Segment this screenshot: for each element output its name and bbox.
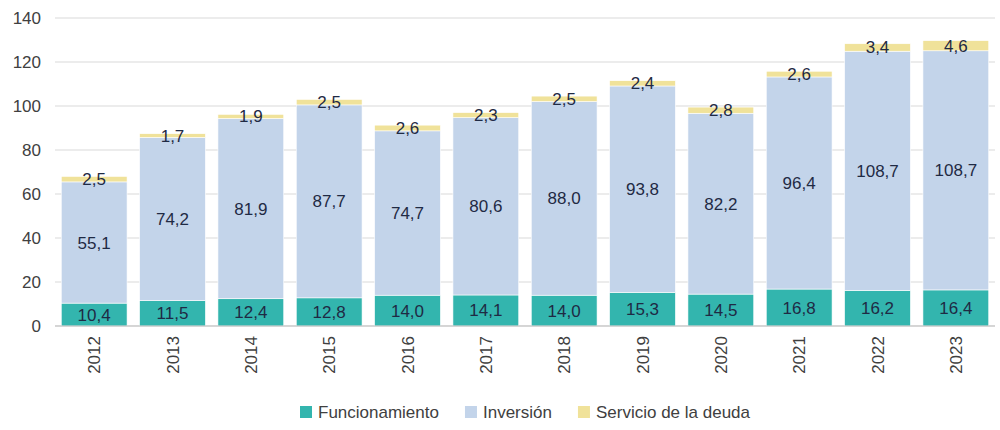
x-tick-label: 2021 xyxy=(790,336,809,374)
y-tick-label: 80 xyxy=(22,141,41,160)
data-labels: 10,4 11,5 12,4 12,8 14,0 14,1 14,0 15,3 14,5 16,8… xyxy=(78,37,977,325)
bar-segment xyxy=(688,294,754,326)
bar-segment xyxy=(296,105,362,298)
y-tick-label: 60 xyxy=(22,185,41,204)
legend-label: Inversión xyxy=(483,403,552,422)
data-label: 74,2 xyxy=(156,210,189,229)
data-label: 74,7 xyxy=(391,204,424,223)
data-label: 14,5 xyxy=(704,301,737,320)
data-label: 93,8 xyxy=(626,180,659,199)
bar-segment xyxy=(531,102,597,296)
x-tick-label: 2020 xyxy=(712,336,731,374)
grid-line xyxy=(55,18,995,19)
data-label: 4,6 xyxy=(944,37,968,56)
bar-segment xyxy=(845,51,911,290)
data-label: 96,4 xyxy=(783,174,816,193)
bar-segment xyxy=(218,299,284,326)
data-label: 15,3 xyxy=(626,300,659,319)
data-label: 2,5 xyxy=(552,90,576,109)
data-label: 1,9 xyxy=(239,107,263,126)
legend-swatch xyxy=(465,406,477,418)
bar-segment xyxy=(375,131,441,295)
bar-segment xyxy=(140,137,206,300)
bar-segment xyxy=(140,301,206,326)
data-label: 16,8 xyxy=(783,299,816,318)
bar-segment xyxy=(61,303,127,326)
data-label: 87,7 xyxy=(313,192,346,211)
y-tick-label: 140 xyxy=(13,9,41,28)
x-tick-label: 2013 xyxy=(164,336,183,374)
x-tick-label: 2022 xyxy=(869,336,888,374)
data-label: 88,0 xyxy=(548,189,581,208)
bars xyxy=(61,41,988,326)
data-label: 2,6 xyxy=(787,65,811,84)
bar-segment xyxy=(610,86,676,292)
bar-segment xyxy=(453,118,519,295)
data-label: 16,2 xyxy=(861,299,894,318)
bar-segment xyxy=(923,51,989,290)
data-label: 2,3 xyxy=(474,106,498,125)
bar-segment xyxy=(61,182,127,303)
data-label: 108,7 xyxy=(856,162,899,181)
bar-segment xyxy=(766,77,832,289)
data-label: 81,9 xyxy=(234,200,267,219)
data-label: 12,4 xyxy=(234,303,267,322)
bar-segment xyxy=(375,295,441,326)
grid-line xyxy=(55,326,995,327)
chart: 0 20 40 60 80 100 120 140 10,4 11,5 12,4 12,8 14,0 14… xyxy=(0,0,1000,430)
legend-label: Servicio de la deuda xyxy=(596,403,751,422)
data-label: 14,1 xyxy=(469,301,502,320)
bar-segment xyxy=(218,119,284,299)
data-label: 3,4 xyxy=(866,38,890,57)
bar-segment xyxy=(610,292,676,326)
data-label: 11,5 xyxy=(157,304,189,323)
data-label: 16,4 xyxy=(939,299,972,318)
x-tick-label: 2015 xyxy=(320,336,339,374)
data-label: 2,5 xyxy=(317,93,341,112)
grid xyxy=(55,18,995,326)
data-label: 2,4 xyxy=(631,74,655,93)
data-label: 2,6 xyxy=(396,119,420,138)
bar-segment xyxy=(296,298,362,326)
legend: Funcionamiento Inversión Servicio de la de… xyxy=(300,403,751,422)
y-tick-label: 40 xyxy=(22,229,41,248)
x-axis xyxy=(55,326,995,327)
data-label: 108,7 xyxy=(935,161,978,180)
y-tick-label: 20 xyxy=(22,273,41,292)
legend-swatch xyxy=(578,406,590,418)
x-tick-label: 2019 xyxy=(634,336,653,374)
data-label: 80,6 xyxy=(469,197,502,216)
data-label: 14,0 xyxy=(391,302,424,321)
data-label: 55,1 xyxy=(78,234,111,253)
bar-segment xyxy=(531,295,597,326)
y-tick-label: 100 xyxy=(13,97,41,116)
bar-segment xyxy=(766,289,832,326)
data-label: 14,0 xyxy=(548,302,581,321)
data-label: 2,5 xyxy=(82,170,106,189)
data-label: 10,4 xyxy=(78,306,111,325)
legend-swatch xyxy=(300,406,312,418)
legend-label: Funcionamiento xyxy=(318,403,439,422)
x-tick-label: 2014 xyxy=(242,336,261,374)
x-tick-label: 2018 xyxy=(555,336,574,374)
data-label: 2,8 xyxy=(709,101,733,120)
bar-segment xyxy=(845,290,911,326)
bar-segment xyxy=(453,295,519,326)
data-label: 82,2 xyxy=(704,195,737,214)
x-tick-label: 2017 xyxy=(477,336,496,374)
x-tick-label: 2023 xyxy=(947,336,966,374)
y-tick-label: 0 xyxy=(32,317,41,336)
y-tick-label: 120 xyxy=(13,53,41,72)
bar-segment xyxy=(923,290,989,326)
x-tick-label: 2012 xyxy=(85,336,104,374)
bar-segment xyxy=(688,113,754,294)
data-label: 1,7 xyxy=(161,127,185,146)
x-tick-label: 2016 xyxy=(399,336,418,374)
data-label: 12,8 xyxy=(313,303,346,322)
